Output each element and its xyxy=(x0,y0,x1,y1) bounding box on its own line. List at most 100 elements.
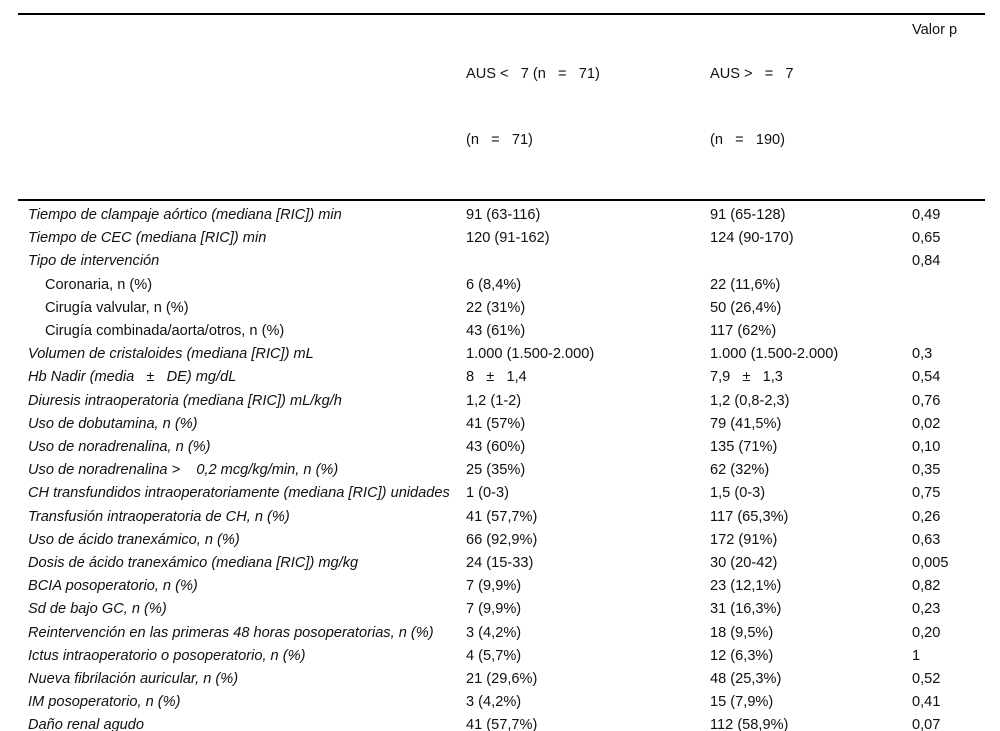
p-value xyxy=(912,320,985,343)
group2-value: 91 (65-128) xyxy=(710,207,786,223)
row-label: Tipo de intervención xyxy=(28,253,160,270)
table-row: Tipo de intervención 0,84 xyxy=(18,250,985,273)
table-header: AUS < 7 (n = 71) (n = 71) AUS > = 7 (n =… xyxy=(18,14,985,201)
p-value: 0,20 xyxy=(912,624,941,641)
row-label: Uso de dobutamina, n (%) xyxy=(28,415,198,432)
group1-value: 43 (61%) xyxy=(466,323,526,340)
group1-value: 91 (63-116) xyxy=(466,207,541,223)
table-body: Tiempo de clampaje aórtico (mediana [RIC… xyxy=(18,200,985,731)
table-row: BCIA posoperatorio, n (%) 7 (9,9%) 23 (1… xyxy=(18,575,985,598)
p-value: 0,07 xyxy=(912,717,941,731)
p-value xyxy=(912,274,985,297)
header-row: AUS < 7 (n = 71) (n = 71) AUS > = 7 (n =… xyxy=(18,14,985,201)
group1-value: 22 (31%) xyxy=(466,299,526,316)
group1-value: 1,2 (1-2) xyxy=(466,392,522,409)
table-row: Diuresis intraoperatoria (mediana [RIC])… xyxy=(18,390,985,413)
table-row: Transfusión intraoperatoria de CH, n (%)… xyxy=(18,506,985,529)
header-group1-line2: (n = 71) xyxy=(466,132,533,148)
row-label: Sd de bajo GC, n (%) xyxy=(28,601,167,618)
p-value: 0,76 xyxy=(912,392,941,409)
table-row: Tiempo de clampaje aórtico (mediana [RIC… xyxy=(18,200,985,227)
p-value: 0,26 xyxy=(912,508,941,525)
row-label: Coronaria, n (%) xyxy=(45,276,153,293)
table-row: CH transfundidos intraoperatoriamente (m… xyxy=(18,482,985,505)
header-empty-cell xyxy=(18,14,466,201)
row-label: Nueva fibrilación auricular, n (%) xyxy=(28,671,239,688)
header-group2-cell: AUS > = 7 (n = 190) xyxy=(710,14,912,201)
p-value: 0,10 xyxy=(912,439,941,456)
group2-value: 135 (71%) xyxy=(710,439,778,456)
row-label: Transfusión intraoperatoria de CH, n (%) xyxy=(28,508,290,525)
group1-value: 120 (91-162) xyxy=(466,230,550,247)
table-row: Cirugía combinada/aorta/otros, n (%) 43 … xyxy=(18,320,985,343)
group2-value: 48 (25,3%) xyxy=(710,671,782,688)
header-group1-cell: AUS < 7 (n = 71) (n = 71) xyxy=(466,14,710,201)
row-label: Diuresis intraoperatoria (mediana [RIC])… xyxy=(28,392,342,409)
row-label: BCIA posoperatorio, n (%) xyxy=(28,578,198,595)
group1-value: 21 (29,6%) xyxy=(466,671,538,688)
p-value xyxy=(912,297,985,320)
header-group2-line2: (n = 190) xyxy=(710,132,786,148)
group2-value: 117 (65,3%) xyxy=(710,508,789,525)
row-label: Tiempo de clampaje aórtico (mediana [RIC… xyxy=(28,207,342,223)
table-row: Uso de noradrenalina, n (%) 43 (60%) 135… xyxy=(18,436,985,459)
group2-value: 117 (62%) xyxy=(710,323,777,340)
group2-value: 22 (11,6%) xyxy=(710,276,781,293)
row-label: Dosis de ácido tranexámico (mediana [RIC… xyxy=(28,555,359,572)
row-label: Reintervención en las primeras 48 horas … xyxy=(28,624,434,641)
p-value: 0,23 xyxy=(912,601,941,618)
table-row: Reintervención en las primeras 48 horas … xyxy=(18,622,985,645)
table-row: Ictus intraoperatorio o posoperatorio, n… xyxy=(18,645,985,668)
group1-value: 41 (57%) xyxy=(466,415,526,432)
table-row: IM posoperatorio, n (%) 3 (4,2%) 15 (7,9… xyxy=(18,691,985,714)
group2-value: 1,5 (0-3) xyxy=(710,485,766,502)
group1-value xyxy=(466,250,710,273)
table-row: Dosis de ácido tranexámico (mediana [RIC… xyxy=(18,552,985,575)
group1-value: 41 (57,7%) xyxy=(466,508,538,525)
group2-value: 79 (41,5%) xyxy=(710,415,782,432)
p-value: 0,35 xyxy=(912,462,941,479)
group2-value: 50 (26,4%) xyxy=(710,299,782,316)
group2-value: 23 (12,1%) xyxy=(710,578,782,595)
table-row: Uso de noradrenalina > 0,2 mcg/kg/min, n… xyxy=(18,459,985,482)
row-label: Hb Nadir (media ± DE) mg/dL xyxy=(28,369,237,386)
table-row: Sd de bajo GC, n (%) 7 (9,9%) 31 (16,3%)… xyxy=(18,598,985,621)
group2-value: 1,2 (0,8-2,3) xyxy=(710,392,790,409)
p-value: 0,02 xyxy=(912,415,941,432)
row-label: Uso de noradrenalina, n (%) xyxy=(28,439,211,456)
group1-value: 7 (9,9%) xyxy=(466,578,522,595)
table-row: Daño renal agudo 41 (57,7%) 112 (58,9%) … xyxy=(18,714,985,731)
group2-value: 31 (16,3%) xyxy=(710,601,782,618)
group1-value: 24 (15-33) xyxy=(466,555,534,572)
group2-value xyxy=(710,250,912,273)
row-label: Daño renal agudo xyxy=(28,717,145,731)
p-value: 0,005 xyxy=(912,555,949,572)
group2-value: 15 (7,9%) xyxy=(710,694,774,711)
group1-value: 1.000 (1.500-2.000) xyxy=(466,346,595,363)
row-label: Volumen de cristaloides (mediana [RIC]) … xyxy=(28,346,314,363)
group1-value: 8 ± 1,4 xyxy=(466,369,527,386)
comparison-table: AUS < 7 (n = 71) (n = 71) AUS > = 7 (n =… xyxy=(18,13,985,731)
p-value: 0,54 xyxy=(912,369,941,386)
p-value: 0,84 xyxy=(912,253,941,270)
row-label: CH transfundidos intraoperatoriamente (m… xyxy=(28,485,450,502)
table-row: Tiempo de CEC (mediana [RIC]) min 120 (9… xyxy=(18,227,985,250)
p-value: 0,41 xyxy=(912,694,941,711)
group1-value: 1 (0-3) xyxy=(466,485,509,502)
row-label: Cirugía combinada/aorta/otros, n (%) xyxy=(45,323,285,340)
table-row: Nueva fibrilación auricular, n (%) 21 (2… xyxy=(18,668,985,691)
group1-value: 25 (35%) xyxy=(466,462,526,479)
p-value: 1 xyxy=(912,647,921,664)
p-value: 0,49 xyxy=(912,207,941,223)
group2-value: 124 (90-170) xyxy=(710,230,794,247)
table-row: Cirugía valvular, n (%) 22 (31%) 50 (26,… xyxy=(18,297,985,320)
p-value: 0,52 xyxy=(912,671,941,688)
table-row: Coronaria, n (%) 6 (8,4%) 22 (11,6%) xyxy=(18,274,985,297)
group2-value: 62 (32%) xyxy=(710,462,770,479)
group2-value: 7,9 ± 1,3 xyxy=(710,369,783,386)
group1-value: 66 (92,9%) xyxy=(466,531,538,548)
p-value: 0,82 xyxy=(912,578,941,595)
p-value: 0,65 xyxy=(912,230,941,247)
row-label: IM posoperatorio, n (%) xyxy=(28,694,181,711)
